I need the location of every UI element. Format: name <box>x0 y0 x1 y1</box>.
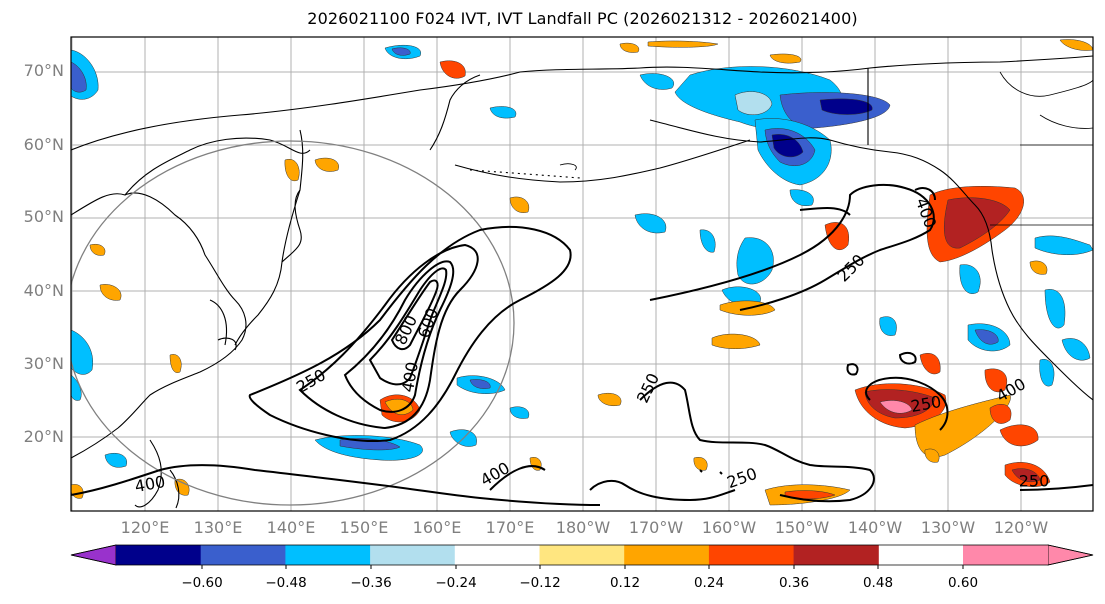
shading-patch <box>634 213 667 234</box>
shading-patch <box>769 53 802 64</box>
colorbar-segment <box>285 545 371 565</box>
lon-label: 120°E <box>120 518 170 537</box>
shading-patch <box>509 196 530 213</box>
shading-patch <box>169 354 182 373</box>
lat-label-40: 40°N <box>23 281 64 300</box>
lat-label-30: 30°N <box>23 354 64 373</box>
shading-patch <box>819 98 873 115</box>
region-circle <box>71 140 515 506</box>
shading-patch <box>489 106 517 119</box>
lat-label-50: 50°N <box>23 207 64 226</box>
shading-patch <box>89 244 106 256</box>
lon-label: 130°E <box>193 518 243 537</box>
colorbar-segment <box>624 545 710 565</box>
shading-patch <box>639 73 674 90</box>
colorbar-tick-label: −0.48 <box>265 575 307 591</box>
lon-label: 130°W <box>920 518 976 537</box>
colorbar-segment <box>963 545 1048 565</box>
lat-label-60: 60°N <box>23 135 64 154</box>
shading-patch <box>734 91 773 116</box>
colorbar-segment <box>454 545 540 565</box>
ivt-contours <box>71 183 1093 506</box>
shading-patch <box>99 284 122 301</box>
colorbar-segment <box>539 545 625 565</box>
colorbar-extend-max <box>1047 544 1094 566</box>
shading-patch <box>919 353 941 375</box>
shading-patch <box>1034 235 1093 255</box>
lon-label: 140°W <box>847 518 903 537</box>
map-title: 2026021100 F024 IVT, IVT Landfall PC (20… <box>307 9 858 28</box>
shading-patch <box>1029 260 1048 275</box>
colorbar-segment <box>370 545 456 565</box>
shading-patch <box>1061 338 1091 361</box>
colorbar-tick-label: 0.48 <box>862 575 894 591</box>
shading-patch <box>509 406 530 419</box>
lat-label-70: 70°N <box>23 61 64 80</box>
shading-patch <box>597 392 622 406</box>
shading-patch <box>879 316 897 336</box>
shading-patch <box>104 452 128 468</box>
shading-patch <box>984 368 1007 393</box>
shading-patch <box>879 400 913 414</box>
lon-label: 140°E <box>266 518 316 537</box>
shading-patch <box>789 189 814 206</box>
shading-patch <box>1044 289 1066 329</box>
shading-patch <box>619 42 640 53</box>
colorbar-segment <box>116 545 202 565</box>
shading-patch <box>391 47 411 56</box>
shading-patch <box>711 333 761 349</box>
shading-patch <box>439 60 466 79</box>
lon-label: 160°E <box>412 518 462 537</box>
lon-label: 160°W <box>701 518 757 537</box>
shading-patch <box>699 229 716 253</box>
shading-patch <box>284 158 300 182</box>
shading-patch <box>924 448 940 463</box>
shading-patch <box>1059 39 1093 51</box>
colorbar-tick-label: 0.12 <box>609 575 641 591</box>
coastlines <box>71 55 1093 509</box>
colorbar-extend-min <box>70 544 117 566</box>
shading-patch <box>1011 468 1041 483</box>
contour-label: 250 <box>1018 471 1050 491</box>
colorbar <box>70 544 1094 569</box>
colorbar-tick-label: −0.36 <box>350 575 392 591</box>
colorbar-segment <box>708 545 795 565</box>
lon-label: 150°W <box>774 518 830 537</box>
shading-patch <box>1039 358 1055 387</box>
shading-patch <box>647 40 719 48</box>
colorbar-segment <box>793 545 879 565</box>
shading-patch <box>693 457 708 471</box>
lat-label-20: 20°N <box>23 427 64 446</box>
shading-patch <box>999 424 1039 447</box>
colorbar-tick-label: −0.60 <box>181 575 223 591</box>
shading-patch <box>314 157 339 172</box>
colorbar-tick-label: 0.36 <box>778 575 810 591</box>
colorbar-tick-label: −0.12 <box>519 575 561 591</box>
colorbar-segment <box>200 545 286 565</box>
lon-label: 180°W <box>555 518 611 537</box>
shading-patch <box>824 222 850 250</box>
shading-patch <box>736 237 774 285</box>
shading-patch <box>989 404 1012 424</box>
shading-patch <box>959 264 981 294</box>
colorbar-tick-label: 0.24 <box>693 575 725 591</box>
shading-patch <box>974 329 999 345</box>
shading-patch <box>71 61 87 93</box>
shading-patch <box>339 438 401 451</box>
lon-label: 150°E <box>339 518 389 537</box>
shading-patch <box>469 379 491 389</box>
lon-label: 170°E <box>485 518 535 537</box>
colorbar-tick-label: 0.60 <box>947 575 979 591</box>
colorbar-tick-label: −0.24 <box>435 575 477 591</box>
shading-patch <box>71 374 82 401</box>
lon-label: 120°W <box>993 518 1049 537</box>
lon-label: 170°W <box>628 518 684 537</box>
map-frame <box>70 36 1094 512</box>
colorbar-outline <box>70 544 1094 566</box>
